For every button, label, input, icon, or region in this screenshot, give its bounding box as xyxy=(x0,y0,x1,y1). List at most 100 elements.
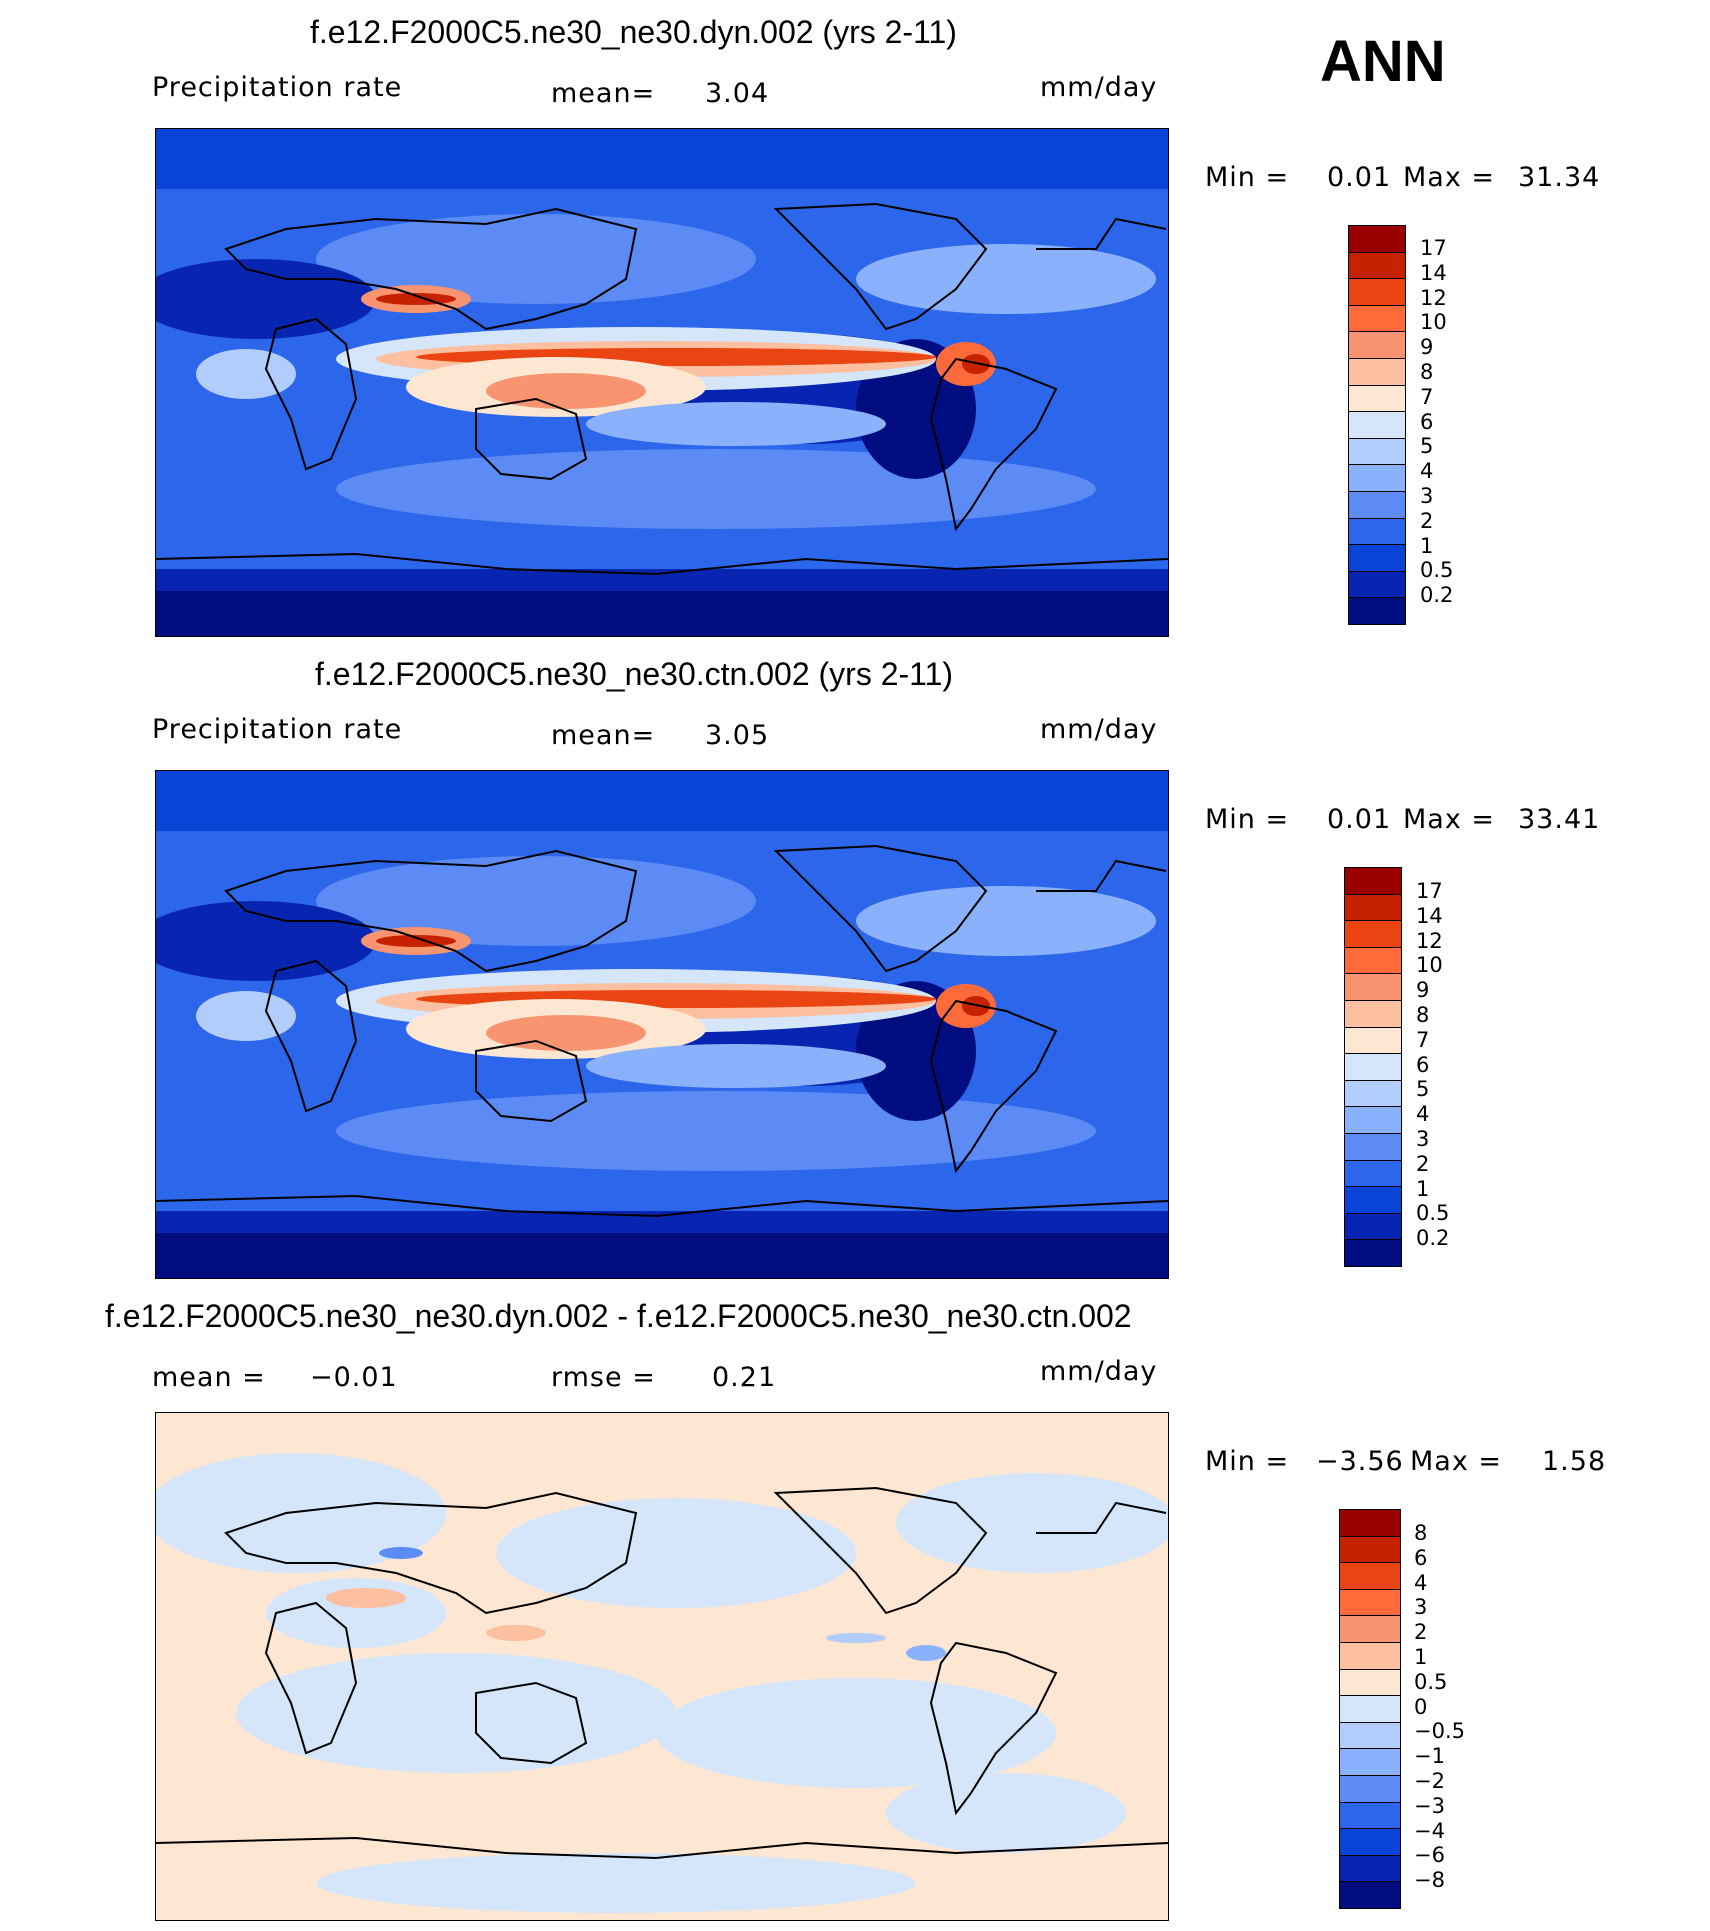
colorbar-swatch xyxy=(1349,465,1405,492)
colorbar-swatch xyxy=(1349,385,1405,413)
colorbar-swatch xyxy=(1345,1187,1401,1214)
colorbar-tick-label: 12 xyxy=(1416,928,1443,953)
colorbar-swatch xyxy=(1340,1669,1400,1697)
colorbar-tick-label: 8 xyxy=(1420,360,1434,384)
colorbar-tick-label: 1 xyxy=(1414,1645,1428,1669)
panel-2-colorbar xyxy=(1344,867,1402,1267)
season-label: ANN xyxy=(1320,29,1446,94)
colorbar-tick-label: −3 xyxy=(1414,1793,1445,1818)
colorbar-swatch xyxy=(1345,921,1401,948)
colorbar-swatch xyxy=(1345,1133,1401,1161)
colorbar-swatch xyxy=(1349,438,1405,466)
colorbar-tick-label: −1 xyxy=(1414,1744,1445,1769)
colorbar-tick-label: 2 xyxy=(1416,1151,1430,1176)
panel-1-units: mm/day xyxy=(1040,72,1158,103)
colorbar-swatch xyxy=(1340,1775,1400,1803)
panel-1-colorbar xyxy=(1348,225,1406,625)
colorbar-tick-label: 9 xyxy=(1420,335,1434,360)
panel-2-min-label: Min = xyxy=(1205,804,1290,835)
colorbar-tick-label: 2 xyxy=(1420,508,1434,533)
colorbar-tick-label: 7 xyxy=(1416,1027,1430,1052)
colorbar-tick-label: 4 xyxy=(1414,1570,1428,1595)
colorbar-swatch xyxy=(1349,598,1405,624)
colorbar-tick-label: 17 xyxy=(1416,879,1443,903)
panel-1-min-value: 0.01 xyxy=(1327,162,1392,193)
panel-3-difference-field xyxy=(156,1413,1168,1920)
panel-1-title: f.e12.F2000C5.ne30_ne30.dyn.002 (yrs 2-1… xyxy=(310,14,957,50)
panel-1-mean-value: 3.04 xyxy=(705,78,770,109)
colorbar-tick-label: 10 xyxy=(1416,953,1443,978)
colorbar-swatch xyxy=(1345,1107,1401,1134)
colorbar-swatch xyxy=(1340,1642,1400,1670)
colorbar-swatch xyxy=(1340,1563,1400,1590)
colorbar-tick-label: 12 xyxy=(1420,285,1447,310)
panel-3-min-label: Min = xyxy=(1205,1446,1290,1477)
colorbar-swatch xyxy=(1340,1882,1400,1908)
colorbar-swatch xyxy=(1340,1749,1400,1776)
colorbar-tick-label: 6 xyxy=(1414,1545,1428,1570)
colorbar-swatch xyxy=(1340,1536,1400,1564)
colorbar-swatch xyxy=(1340,1855,1400,1883)
panel-2-max-label: Max = xyxy=(1403,804,1496,835)
colorbar-swatch xyxy=(1345,1160,1401,1188)
colorbar-swatch xyxy=(1345,868,1401,895)
colorbar-swatch xyxy=(1345,1080,1401,1108)
colorbar-tick-label: −8 xyxy=(1414,1868,1445,1893)
colorbar-tick-label: −4 xyxy=(1414,1818,1445,1843)
colorbar-tick-label: 8 xyxy=(1416,1003,1430,1027)
panel-2-min-value: 0.01 xyxy=(1327,804,1392,835)
panel-1-max-value: 31.34 xyxy=(1518,162,1601,193)
panel-1-precip-field xyxy=(156,129,1168,636)
colorbar-tick-label: 5 xyxy=(1420,434,1434,459)
colorbar-tick-label: 10 xyxy=(1420,310,1447,335)
panel-2-mean-value: 3.05 xyxy=(705,720,770,751)
colorbar-tick-label: 4 xyxy=(1416,1102,1430,1127)
panel-2-max-value: 33.41 xyxy=(1518,804,1601,835)
colorbar-swatch xyxy=(1340,1802,1400,1830)
colorbar-swatch xyxy=(1345,1000,1401,1028)
colorbar-swatch xyxy=(1349,226,1405,253)
panel-3-units: mm/day xyxy=(1040,1356,1158,1387)
colorbar-swatch xyxy=(1349,412,1405,439)
panel-3-max-value: 1.58 xyxy=(1542,1446,1607,1477)
colorbar-tick-label: 0.2 xyxy=(1420,583,1454,608)
panel-3-rmse-label: rmse = xyxy=(551,1362,656,1393)
colorbar-swatch xyxy=(1345,1027,1401,1055)
colorbar-tick-label: 1 xyxy=(1420,533,1434,558)
colorbar-tick-label: 6 xyxy=(1416,1052,1430,1077)
colorbar-tick-label: 0.5 xyxy=(1414,1669,1448,1694)
panel-1-min-label: Min = xyxy=(1205,162,1290,193)
colorbar-swatch xyxy=(1349,305,1405,333)
colorbar-tick-label: 14 xyxy=(1416,903,1443,928)
colorbar-tick-label: 5 xyxy=(1416,1077,1430,1102)
panel-3-rmse-value: 0.21 xyxy=(712,1362,777,1393)
panel-2-variable-label: Precipitation rate xyxy=(152,714,403,745)
colorbar-tick-label: 3 xyxy=(1416,1127,1430,1151)
colorbar-swatch xyxy=(1349,545,1405,572)
colorbar-swatch xyxy=(1340,1722,1400,1750)
panel-2-map xyxy=(155,770,1169,1279)
colorbar-swatch xyxy=(1349,518,1405,546)
colorbar-tick-label: 9 xyxy=(1416,978,1430,1003)
colorbar-swatch xyxy=(1340,1696,1400,1723)
panel-1-max-label: Max = xyxy=(1403,162,1496,193)
colorbar-tick-label: 3 xyxy=(1420,484,1434,508)
colorbar-swatch xyxy=(1345,1054,1401,1081)
panel-3-mean-label: mean = xyxy=(152,1362,266,1393)
panel-3-title: f.e12.F2000C5.ne30_ne30.dyn.002 - f.e12.… xyxy=(105,1298,1132,1334)
colorbar-tick-label: 0 xyxy=(1414,1694,1428,1719)
panel-3-max-label: Max = xyxy=(1410,1446,1503,1477)
colorbar-swatch xyxy=(1340,1616,1400,1643)
colorbar-tick-label: −6 xyxy=(1414,1843,1445,1868)
colorbar-tick-label: 17 xyxy=(1420,236,1447,260)
colorbar-tick-label: 0.5 xyxy=(1420,558,1454,583)
colorbar-swatch xyxy=(1349,571,1405,599)
colorbar-swatch xyxy=(1349,252,1405,280)
panel-1-variable-label: Precipitation rate xyxy=(152,72,403,103)
colorbar-tick-label: 0.5 xyxy=(1416,1201,1450,1226)
panel-3-mean-value: −0.01 xyxy=(310,1362,398,1393)
panel-2-title: f.e12.F2000C5.ne30_ne30.ctn.002 (yrs 2-1… xyxy=(315,656,954,692)
colorbar-tick-label: 4 xyxy=(1420,459,1434,484)
colorbar-tick-label: 0.2 xyxy=(1416,1226,1450,1251)
panel-3-colorbar xyxy=(1339,1509,1401,1909)
